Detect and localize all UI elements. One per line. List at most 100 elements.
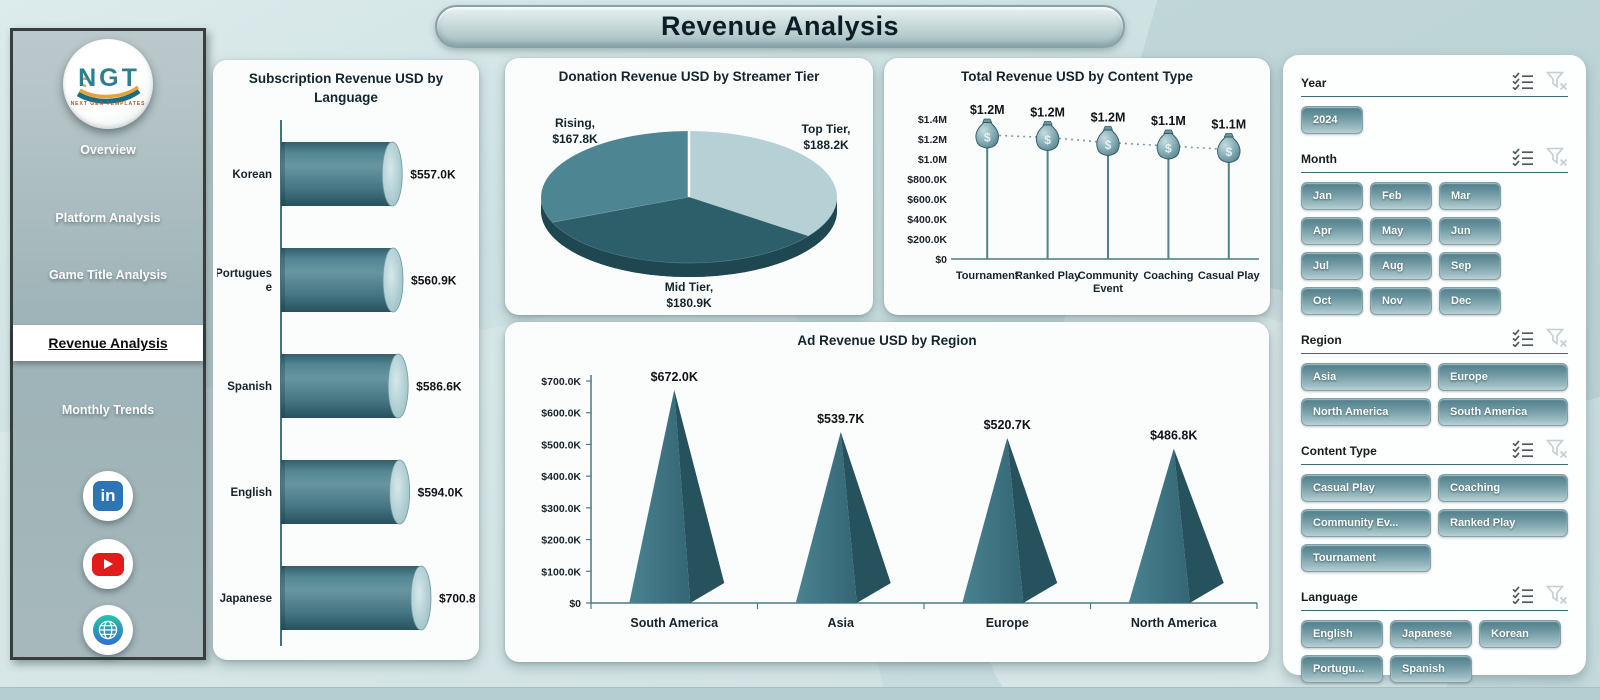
clear-filter-icon[interactable] [1546,585,1568,604]
slicer-option-jan[interactable]: Jan [1301,182,1363,210]
slicer-option-casual-play[interactable]: Casual Play [1301,474,1431,502]
y-axis-tick-label: $200.0K [907,234,947,246]
pyramid-value-label: $539.7K [817,412,864,426]
marker-value-label: $1.2M [1030,105,1065,119]
select-all-icon[interactable] [1512,328,1534,347]
slicer-option-spanish[interactable]: Spanish [1390,655,1472,683]
money-bag-marker-casual-play[interactable]: $ [1217,133,1241,163]
money-bag-marker-tournament[interactable]: $ [975,118,999,149]
category-label: Portugues [217,268,272,280]
slicer-option-japanese[interactable]: Japanese [1390,620,1472,648]
sidebar-item-platform-analysis[interactable]: Platform Analysis [55,211,161,225]
slicer-option-2024[interactable]: 2024 [1301,106,1363,134]
select-all-icon[interactable] [1512,147,1534,166]
slicer-header-content_type: Content Type [1301,439,1568,465]
select-all-icon[interactable] [1512,71,1534,90]
clear-filter-icon[interactable] [1546,147,1568,166]
bar-value-label: $594.0K [418,485,464,499]
linkedin-button[interactable]: in [83,471,133,521]
slicer-option-jul[interactable]: Jul [1301,252,1363,280]
slicer-option-mar[interactable]: Mar [1439,182,1501,210]
sidebar-item-monthly-trends[interactable]: Monthly Trends [61,403,155,417]
globe-button[interactable] [83,605,133,655]
slicer-option-ranked-play[interactable]: Ranked Play [1438,509,1568,537]
bar-korean[interactable] [281,141,403,207]
slicer-option-nov[interactable]: Nov [1370,287,1432,315]
clear-filter-icon[interactable] [1546,71,1568,90]
y-axis-tick-label: $700.0K [541,376,581,388]
slicer-header-year: Year [1301,71,1568,97]
pie-slice-mid-tier[interactable] [551,196,810,264]
slicer-label: Region [1301,333,1342,347]
ad-revenue-pyramid-svg: $700.0K $600.0K $500.0K $400.0K $300.0K $200.… [541,370,1258,630]
chart-title: Ad Revenue USD by Region [797,333,977,348]
y-axis-tick-label: $0 [569,598,581,610]
slicer-option-tournament[interactable]: Tournament [1301,544,1431,572]
donation-pie-svg: Top Tier, $188.2K Mid Tier, $180.9K Rising, $… [540,116,851,310]
pyramid-europe[interactable] [962,437,1058,603]
category-label: Korean [232,169,272,181]
slicer-option-south-america[interactable]: South America [1438,398,1568,426]
x-axis-category-label: Community [1078,270,1139,282]
x-axis-category-label: Tournament [956,270,1019,282]
money-bag-marker-coaching[interactable]: $ [1156,129,1181,160]
pyramid-value-label: $520.7K [984,418,1031,432]
slicer-option-english[interactable]: English [1301,620,1383,648]
slicer-option-asia[interactable]: Asia [1301,363,1431,391]
slicer-option-korean[interactable]: Korean [1479,620,1561,648]
marker-value-label: $1.2M [970,103,1005,117]
ad-revenue-pyramid-chart: $700.0K $600.0K $500.0K $400.0K $300.0K $200.… [505,351,1269,653]
slicer-region: Region Asia Europe North America South Amer… [1301,328,1568,426]
clear-filter-icon[interactable] [1546,328,1568,347]
slicer-option-europe[interactable]: Europe [1438,363,1568,391]
y-axis-tick-label: $400.0K [907,214,947,226]
money-bag-marker-ranked-play[interactable]: $ [1035,121,1060,151]
slicer-option-may[interactable]: May [1370,217,1432,245]
slicer-header-icons [1512,585,1568,604]
slicer-option-jun[interactable]: Jun [1439,217,1501,245]
pyramid-north-america[interactable] [1128,448,1224,603]
sidebar-item-game-title-analysis[interactable]: Game Title Analysis [48,268,168,282]
slicer-label: Month [1301,152,1337,166]
slicer-option-coaching[interactable]: Coaching [1438,474,1568,502]
slicer-option-aug[interactable]: Aug [1370,252,1432,280]
clear-filter-icon[interactable] [1546,439,1568,458]
pyramid-south-america[interactable] [629,389,725,603]
slicer-header-month: Month [1301,147,1568,173]
y-axis-tick-label: $600.0K [541,408,581,420]
slicer-option-north-america[interactable]: North America [1301,398,1431,426]
slicer-option-portugu[interactable]: Portugu... [1301,655,1383,683]
bar-english[interactable] [281,459,411,525]
select-all-icon[interactable] [1512,585,1534,604]
y-axis-tick-label: $800.0K [907,174,947,186]
pie-label-top-tier: Top Tier, [802,122,851,136]
globe-icon [93,615,123,645]
bar-japanese[interactable] [281,565,432,631]
sidebar-item-overview[interactable]: Overview [80,143,136,157]
slicer-option-feb[interactable]: Feb [1370,182,1432,210]
slicer-month: Month Jan Feb Mar Apr May Jun Jul Aug Sep Oct Nov D… [1301,147,1568,315]
x-axis-category-label: Ranked Play [1015,270,1081,282]
youtube-icon [92,552,124,576]
pie-slice-rising[interactable] [540,130,690,223]
bar-portuguese[interactable] [281,247,404,313]
bar-spanish[interactable] [281,353,409,419]
svg-text:$: $ [984,130,991,144]
slicer-option-oct[interactable]: Oct [1301,287,1363,315]
slicer-option-sep[interactable]: Sep [1439,252,1501,280]
slicer-label: Content Type [1301,444,1377,458]
pie-slice-top-tier[interactable] [688,130,838,237]
category-label: e [266,282,272,294]
marker-value-label: $1.2M [1091,110,1126,124]
money-bag-marker-community-event[interactable]: $ [1096,126,1120,156]
pyramid-asia[interactable] [795,431,891,603]
sidebar-item-revenue-analysis[interactable]: Revenue Analysis [13,325,203,361]
slicer-option-community-ev[interactable]: Community Ev... [1301,509,1431,537]
select-all-icon[interactable] [1512,439,1534,458]
slicer-option-apr[interactable]: Apr [1301,217,1363,245]
x-axis-category-label: Coaching [1143,270,1193,282]
youtube-button[interactable] [83,539,133,589]
slicer-option-dec[interactable]: Dec [1439,287,1501,315]
slicer-header-icons [1512,439,1568,458]
slicer-language: Language English Japanese Korean Portugu...… [1301,585,1568,683]
